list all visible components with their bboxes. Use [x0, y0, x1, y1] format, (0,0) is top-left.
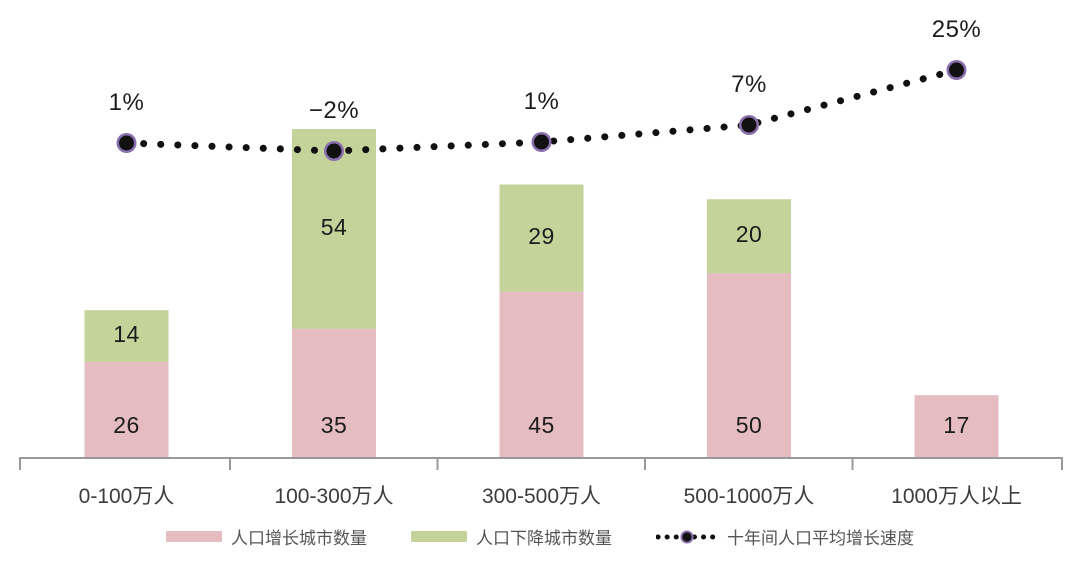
bar-segment-growth: [84, 361, 169, 458]
x-axis: [19, 457, 1063, 470]
legend-label: 十年间人口平均增长速度: [727, 529, 914, 548]
bar-segment-growth: [292, 328, 376, 458]
bar-segment-growth: [499, 291, 584, 458]
legend-item[interactable]: 十年间人口平均增长速度: [655, 524, 914, 549]
legend-swatch-icon: [411, 531, 467, 542]
growth-rate-label: 1%: [523, 88, 560, 115]
category-label: 1000万人以上: [891, 485, 1022, 508]
line-marker-dot: [534, 134, 549, 150]
growth-rate-markers: [116, 60, 967, 161]
bar-segment-growth: [707, 273, 791, 458]
growth-rate-dotted-line: [123, 66, 960, 155]
growth-rate-label: 25%: [931, 16, 982, 43]
bars-layer: [84, 129, 999, 458]
category-label: 100-300万人: [274, 485, 394, 508]
line-marker-dot: [949, 62, 964, 78]
chart-legend: 人口增长城市数量 人口下降城市数量 十年间人口平均增长速度: [0, 524, 1080, 549]
legend-item[interactable]: 人口下降城市数量: [411, 524, 612, 549]
legend-dotted-line-icon: [655, 529, 719, 545]
category-label: 500-1000万人: [683, 485, 815, 508]
growth-rate-label: 1%: [108, 89, 145, 116]
bar-segment-decline: [84, 310, 169, 362]
bar-segment-decline: [707, 199, 791, 274]
legend-label: 人口下降城市数量: [476, 529, 612, 548]
line-marker-dot: [326, 143, 342, 159]
legend-item[interactable]: 人口增长城市数量: [166, 524, 367, 549]
category-label: 0-100万人: [78, 485, 175, 508]
legend-label: 人口增长城市数量: [231, 529, 367, 548]
category-label: 300-500万人: [481, 485, 602, 508]
bar-segment-decline: [499, 184, 584, 292]
line-marker-dot: [741, 117, 757, 133]
line-marker-dot: [119, 135, 134, 151]
growth-rate-label: −2%: [308, 97, 360, 124]
growth-rate-label: 7%: [731, 71, 767, 98]
legend-swatch-icon: [166, 531, 222, 542]
bar-segment-decline: [292, 129, 376, 329]
bar-segment-growth: [914, 395, 999, 458]
